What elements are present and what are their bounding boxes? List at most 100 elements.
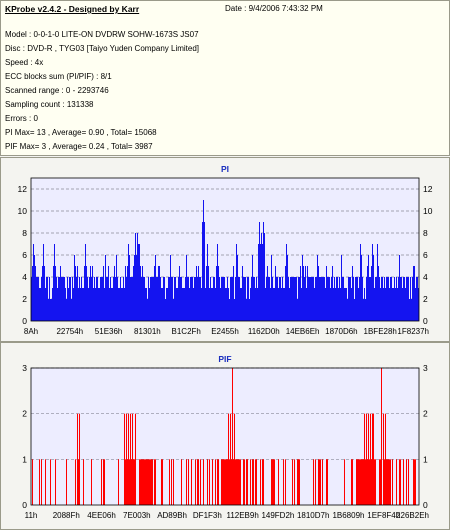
y-tick-label-right: 4 (423, 272, 428, 282)
data-bar (150, 459, 151, 505)
data-bar (395, 288, 396, 321)
data-bar (177, 288, 178, 321)
data-bar (97, 277, 98, 321)
data-bar (148, 277, 149, 321)
data-bar (67, 277, 68, 321)
data-bar (230, 413, 231, 505)
data-bar (413, 459, 414, 505)
y-tick-label: 2 (22, 409, 27, 419)
data-bar (294, 277, 295, 321)
data-bar (374, 288, 375, 321)
data-bar (46, 277, 47, 321)
data-bar (150, 277, 151, 321)
data-bar (103, 459, 104, 505)
data-bar (33, 244, 34, 321)
data-bar (323, 277, 324, 321)
data-bar (83, 459, 84, 505)
data-bar (351, 459, 352, 505)
data-bar (175, 277, 176, 321)
data-bar (293, 277, 294, 321)
data-bar (44, 266, 45, 321)
pi-summary-line: PI Max= 13 , Average= 0.90 , Total= 1506… (5, 128, 157, 137)
data-bar (234, 413, 235, 505)
data-bar (157, 277, 158, 321)
data-bar (295, 277, 296, 321)
data-bar (57, 288, 58, 321)
data-bar (389, 288, 390, 321)
data-bar (368, 413, 369, 505)
data-bar (264, 233, 265, 321)
data-bar (35, 266, 36, 321)
data-bar (403, 277, 404, 321)
x-tick-label: 22754h (56, 327, 83, 336)
data-bar (133, 459, 134, 505)
data-bar (229, 299, 230, 321)
data-bar (408, 459, 409, 505)
data-bar (87, 277, 88, 321)
data-bar (273, 288, 274, 321)
data-bar (43, 244, 44, 321)
data-bar (249, 299, 250, 321)
data-bar (271, 459, 272, 505)
data-bar (209, 288, 210, 321)
data-bar (159, 266, 160, 321)
y-tick-label-right: 2 (423, 409, 428, 419)
data-bar (203, 200, 204, 321)
data-bar (364, 413, 365, 505)
data-bar (274, 459, 275, 505)
data-bar (247, 277, 248, 321)
data-bar (108, 266, 109, 321)
data-bar (161, 288, 162, 321)
data-bar (403, 459, 404, 505)
data-bar (406, 277, 407, 321)
data-bar (89, 277, 90, 321)
data-bar (179, 266, 180, 321)
y-tick-label: 4 (22, 272, 27, 282)
y-tick-label: 0 (22, 500, 27, 510)
data-bar (169, 459, 170, 505)
data-bar (370, 413, 371, 505)
pif-chart-panel: PIF 0 0 1 1 2 2 3 3 11h 2088Fh 4EE06h 7E003h AD89Bh DF… (0, 342, 450, 530)
data-bar (147, 299, 148, 321)
x-tick-label: 81301h (134, 327, 161, 336)
data-bar (181, 277, 182, 321)
data-bar (170, 255, 171, 321)
data-bar (382, 277, 383, 321)
x-tick-label: 112EB9h (226, 511, 258, 520)
data-bar (70, 277, 71, 321)
data-bar (91, 459, 92, 505)
data-bar (98, 288, 99, 321)
data-bar (244, 277, 245, 321)
data-bar (76, 277, 77, 321)
data-bar (373, 255, 374, 321)
data-bar (143, 459, 144, 505)
data-bar (227, 277, 228, 321)
data-bar (365, 299, 366, 321)
model-line: Model : 0-0-1-0 LITE-ON DVDRW SOHW-1673S… (5, 30, 199, 39)
data-bar (392, 459, 393, 505)
data-bar (221, 459, 222, 505)
x-tick-label: DF1F3h (193, 511, 222, 520)
data-bar (119, 288, 120, 321)
data-bar (181, 459, 182, 505)
data-bar (406, 459, 407, 505)
data-bar (167, 288, 168, 321)
data-bar (405, 288, 406, 321)
data-bar (319, 277, 320, 321)
data-bar (347, 299, 348, 321)
data-bar (99, 288, 100, 321)
data-bar (130, 277, 131, 321)
data-bar (69, 277, 70, 321)
data-bar (141, 277, 142, 321)
data-bar (79, 413, 80, 505)
data-bar (393, 288, 394, 321)
data-bar (50, 459, 51, 505)
data-bar (368, 255, 369, 321)
data-bar (338, 288, 339, 321)
data-bar (272, 459, 273, 505)
y-tick-label: 3 (22, 363, 27, 373)
data-bar (399, 255, 400, 321)
data-bar (162, 288, 163, 321)
y-tick-label-right: 12 (423, 184, 433, 194)
data-bar (152, 277, 153, 321)
